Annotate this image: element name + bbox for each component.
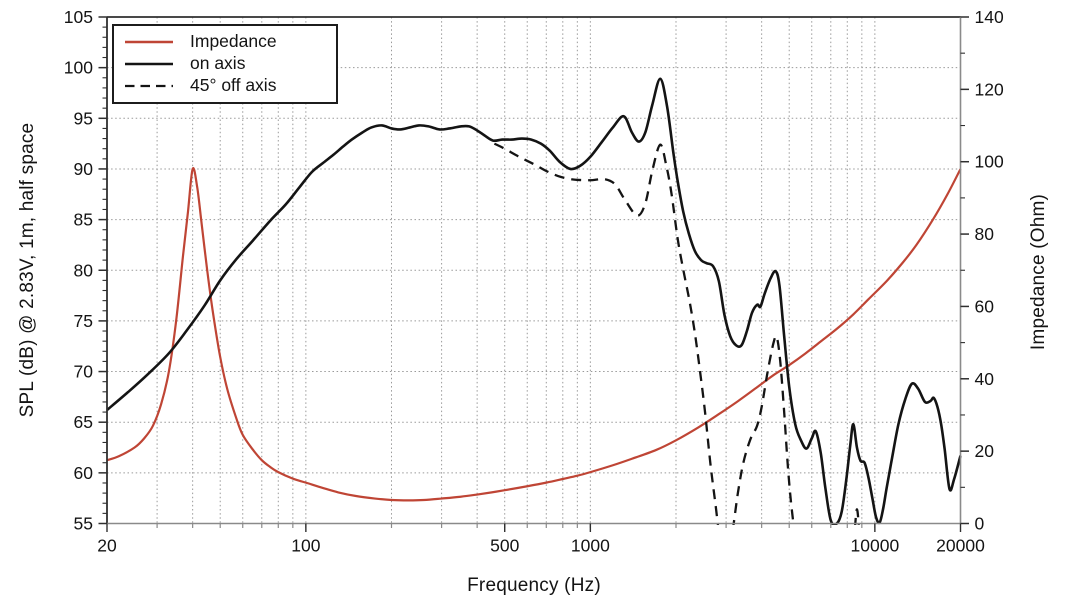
y-left-tick-label: 70 [74, 362, 94, 382]
legend-item-label: on axis [190, 53, 246, 74]
y-gridlines [107, 67, 961, 474]
legend-solid-line-swatch [125, 40, 173, 44]
impedance-curve [106, 167, 962, 502]
legend-item-label: Impedance [190, 31, 277, 52]
x-tick-label: 10000 [851, 536, 900, 556]
legend-item-label: 45° off axis [190, 75, 277, 96]
legend-solid-line-swatch [125, 62, 173, 66]
y-right-tick-label: 40 [975, 369, 995, 389]
legend-item-on-axis: on axis [125, 55, 332, 73]
x-axis-title: Frequency (Hz) [467, 575, 601, 596]
y-left-tick-labels: 55 60 65 70 75 80 85 90 95 100 105 [64, 7, 93, 534]
y-right-tick-label: 80 [975, 224, 995, 244]
x-tick-label: 500 [490, 536, 519, 556]
y-left-tick-label: 95 [74, 108, 93, 128]
legend-dashed-line-swatch [125, 84, 173, 88]
x-tick-label: 20 [97, 536, 117, 556]
y-left-tick-label: 55 [74, 514, 93, 534]
45-off-axis-curve [493, 142, 860, 525]
y-left-tick-label: 90 [74, 159, 94, 179]
y-left-ticks [98, 16, 107, 525]
x-ticks [106, 523, 962, 532]
legend-item-45-off-axis: 45° off axis [125, 77, 332, 95]
y-right-tick-labels: 0 20 40 60 80 100 120 140 [975, 7, 1004, 534]
y-right-tick-label: 0 [975, 514, 985, 534]
on-axis-curve [106, 77, 962, 525]
x-tick-labels: 20 100 500 1000 10000 20000 [97, 536, 985, 556]
y-left-tick-label: 80 [74, 260, 94, 280]
x-tick-label: 100 [291, 536, 320, 556]
y-left-tick-label: 65 [74, 412, 93, 432]
y-right-tick-label: 140 [975, 7, 1004, 27]
y-right-tick-label: 100 [975, 152, 1004, 172]
y-right-ticks [960, 16, 969, 525]
legend-item-impedance: Impedance [125, 33, 332, 51]
y-axis-left-title: SPL (dB) @ 2.83V, 1m, half space [17, 122, 38, 418]
legend: Impedance on axis 45° off axis [112, 24, 338, 104]
y-right-tick-label: 20 [975, 441, 995, 461]
curves [106, 77, 962, 525]
x-tick-label: 1000 [571, 536, 610, 556]
y-left-tick-label: 100 [64, 58, 93, 78]
y-right-tick-label: 120 [975, 79, 1004, 99]
y-left-tick-label: 60 [74, 463, 94, 483]
y-left-tick-label: 75 [74, 311, 93, 331]
y-left-tick-label: 105 [64, 7, 93, 27]
y-left-tick-label: 85 [74, 210, 93, 230]
y-right-tick-label: 60 [975, 296, 995, 316]
y-axis-right-title: Impedance (Ohm) [1028, 193, 1049, 351]
x-tick-label: 20000 [936, 536, 985, 556]
